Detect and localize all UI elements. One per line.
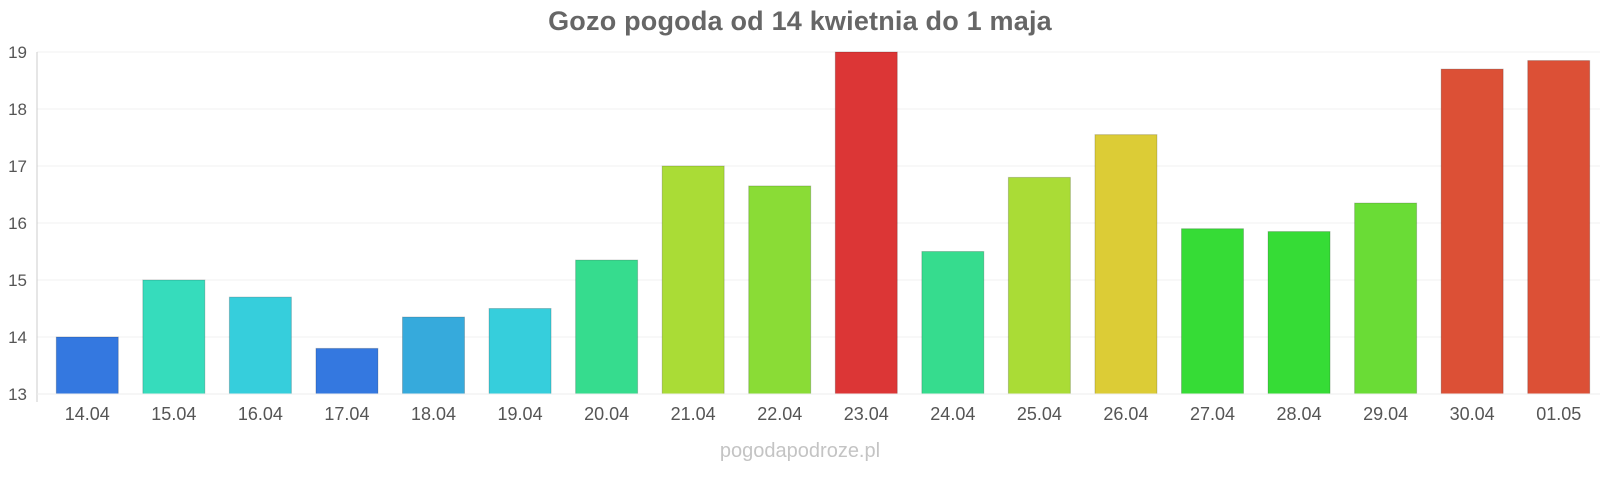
bar[interactable]	[142, 279, 206, 395]
x-tick-label: 16.04	[238, 404, 283, 424]
bar[interactable]	[402, 316, 465, 395]
x-tick-label: 14.04	[65, 404, 110, 424]
bar[interactable]	[1007, 176, 1071, 395]
x-tick-label: 26.04	[1103, 404, 1148, 424]
bar[interactable]	[1354, 202, 1418, 395]
axes	[36, 52, 1600, 402]
bar[interactable]	[748, 185, 812, 395]
x-tick-label: 30.04	[1450, 404, 1495, 424]
bar[interactable]	[488, 308, 552, 395]
x-tick-label: 22.04	[757, 404, 802, 424]
x-tick-label: 17.04	[324, 404, 369, 424]
x-tick-label: 15.04	[151, 404, 196, 424]
y-tick-label: 16	[8, 214, 27, 233]
x-tick-label: 28.04	[1277, 404, 1322, 424]
x-tick-label: 29.04	[1363, 404, 1408, 424]
y-tick-label: 19	[8, 43, 27, 62]
x-tick-label: 27.04	[1190, 404, 1235, 424]
bar[interactable]	[1094, 134, 1158, 395]
x-tick-label: 19.04	[498, 404, 543, 424]
x-tick-label: 25.04	[1017, 404, 1062, 424]
y-tick-label: 17	[8, 157, 27, 176]
bar[interactable]	[228, 296, 292, 395]
x-tick-label: 21.04	[671, 404, 716, 424]
y-tick-label: 18	[8, 100, 27, 119]
x-tick-label: 23.04	[844, 404, 889, 424]
y-tick-label: 13	[8, 385, 27, 404]
x-tick-label: 24.04	[930, 404, 975, 424]
x-tick-label: 20.04	[584, 404, 629, 424]
bar[interactable]	[315, 347, 379, 395]
x-axis-ticks: 14.04 15.04 16.04 17.04 18.04 19.04 20.04 21.04…	[65, 404, 1581, 424]
bars	[55, 51, 1591, 395]
y-tick-label: 14	[8, 328, 27, 347]
bar[interactable]	[575, 259, 639, 395]
y-tick-label: 15	[8, 271, 27, 290]
x-tick-label: 01.05	[1536, 404, 1581, 424]
bar[interactable]	[1267, 231, 1331, 395]
x-tick-label: 18.04	[411, 404, 456, 424]
y-axis-ticks: 13 14 15 16 17 18 19	[8, 43, 27, 404]
bar[interactable]	[1440, 68, 1504, 395]
bar[interactable]	[1181, 228, 1244, 395]
bar[interactable]	[661, 165, 725, 395]
source-watermark: pogodapodroze.pl	[719, 440, 881, 462]
bar[interactable]	[1527, 60, 1591, 395]
bar[interactable]	[834, 51, 898, 395]
bar[interactable]	[921, 251, 985, 395]
chart-title: Gozo pogoda od 14 kwietnia do 1 maja	[548, 6, 1052, 36]
bar[interactable]	[55, 336, 119, 395]
